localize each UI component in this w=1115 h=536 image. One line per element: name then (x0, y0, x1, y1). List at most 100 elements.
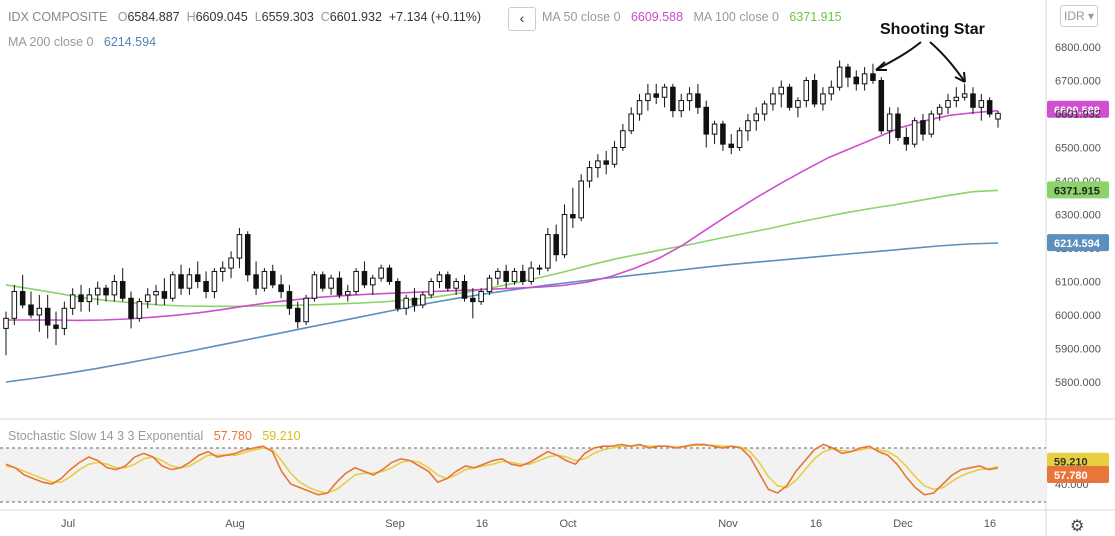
candle-body (961, 93, 968, 98)
candle-body (253, 274, 259, 289)
candle-body (353, 270, 359, 293)
y-axis-ticks: 6800.0006700.0006600.0006500.0006400.000… (1055, 42, 1101, 389)
candle-body (995, 112, 1001, 120)
candle-body (153, 291, 159, 296)
candle-body (620, 130, 626, 148)
candle-body (319, 274, 326, 289)
candle-body (861, 73, 868, 85)
candle-body (169, 274, 176, 299)
candle-body (269, 270, 276, 286)
candle-body (86, 294, 93, 303)
high-value: 6609.045 (195, 10, 248, 24)
symbol-name: IDX COMPOSITE (8, 10, 108, 24)
candle-body (636, 100, 643, 115)
candle-body (895, 113, 901, 138)
candle-body (653, 93, 659, 98)
candle-body (870, 73, 876, 82)
candle-body (536, 267, 543, 270)
ma200-value: 6214.594 (103, 35, 157, 49)
candle-body (703, 106, 710, 135)
stoch-label: Stochastic Slow 14 3 3 Exponential (8, 429, 204, 443)
ma-legend-1: MA 50 close 0 6609.588 MA 100 close 0 63… (542, 10, 842, 24)
currency-label: IDR (1063, 9, 1085, 23)
candle-body (770, 93, 776, 105)
candle-body (403, 297, 409, 309)
candle-body (561, 214, 568, 256)
candle-body (111, 281, 118, 296)
candle-body (478, 291, 484, 303)
candle-body (811, 80, 818, 105)
annotation-arrowhead-left (875, 61, 887, 71)
candle-body (69, 294, 76, 309)
stoch-d-label: 59.210 (1054, 457, 1088, 469)
candle-body (311, 274, 318, 299)
candle-body (836, 66, 843, 88)
y-tick-label: 6100.000 (1055, 277, 1101, 289)
y-tick-label: 6300.000 (1055, 210, 1101, 222)
candle-body (336, 277, 343, 296)
candle-body (486, 277, 493, 293)
candle-body (728, 143, 735, 148)
candle-body (845, 66, 851, 78)
candle-body (970, 93, 976, 108)
candle-body (3, 317, 9, 329)
stoch-k-label-bg (1047, 465, 1109, 483)
candle-body (328, 277, 334, 289)
x-tick-label: Jul (61, 518, 75, 530)
candle-body (978, 100, 985, 108)
y-tick-label: 6500.000 (1055, 143, 1101, 155)
candle-body (920, 120, 926, 135)
candle-body (553, 234, 559, 256)
candle-body (853, 76, 860, 85)
high-label: H (186, 10, 196, 24)
candle-body (294, 307, 301, 323)
gear-icon[interactable]: ⚙ (1070, 518, 1085, 535)
annotation-arrow-left (875, 41, 922, 71)
ma200-price-label: 6214.594 (1054, 238, 1101, 250)
ma100-value: 6371.915 (789, 10, 842, 24)
candle-body (645, 93, 651, 102)
candle-body (595, 160, 601, 169)
last-price-label: 6601.932 (1055, 108, 1101, 120)
candle-body (461, 281, 468, 299)
candle-body (470, 297, 476, 303)
y-tick-label: 6700.000 (1055, 76, 1101, 88)
candle-body (611, 147, 618, 165)
candle-body (445, 274, 451, 289)
candle-body (103, 287, 109, 296)
candle-body (753, 113, 760, 122)
candle-body (736, 130, 743, 148)
x-axis-ticks: Jul Aug Sep 16 Oct Nov 16 Dec 16 (61, 518, 996, 530)
ma100-price-label: 6371.915 (1054, 185, 1100, 197)
candle-body (720, 123, 726, 145)
ma50-line (6, 109, 999, 322)
candle-body (186, 274, 193, 289)
candle-body (670, 86, 676, 112)
candle-body (695, 93, 701, 108)
x-tick-label: Oct (559, 518, 576, 530)
candle-body (370, 277, 376, 286)
x-tick-label: 16 (984, 518, 996, 530)
candle-body (520, 270, 526, 283)
candle-body (228, 257, 234, 269)
stoch-legend: Stochastic Slow 14 3 3 Exponential 57.78… (8, 429, 301, 443)
candle-body (586, 167, 593, 182)
close-label: C (320, 10, 330, 24)
candle-body (395, 281, 401, 309)
candle-body (61, 307, 68, 329)
candle-body (436, 274, 443, 282)
low-label: L (254, 10, 262, 24)
candle-body (211, 270, 218, 293)
annotation-text: Shooting Star (880, 21, 985, 38)
candle-body (911, 120, 918, 145)
annotation-arrow-right (929, 41, 966, 83)
collapse-legend-button[interactable]: ‹ (508, 7, 536, 31)
change-value: +7.134 (+0.11%) (388, 10, 482, 24)
currency-selector[interactable]: IDR ▾ (1060, 5, 1098, 27)
candle-body (545, 234, 551, 269)
candle-body (144, 294, 151, 303)
candle-body (903, 136, 910, 145)
x-tick-label: 16 (810, 518, 822, 530)
